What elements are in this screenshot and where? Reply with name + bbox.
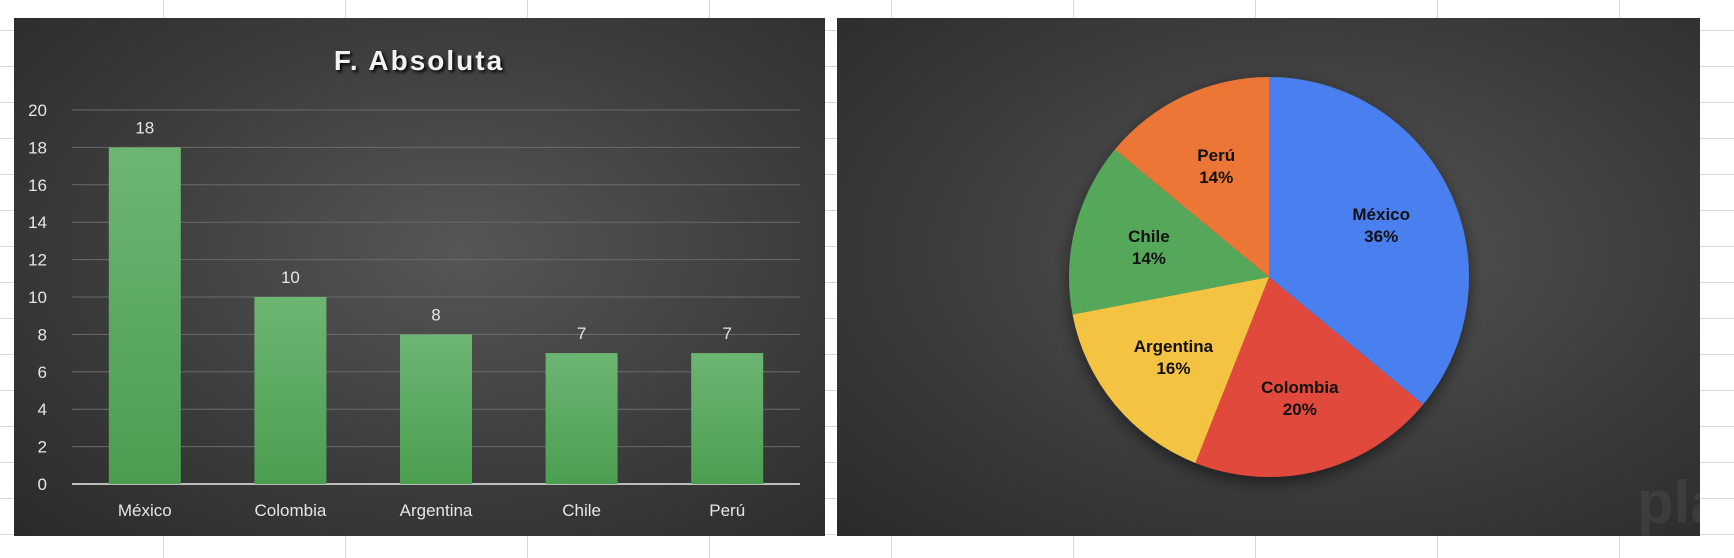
data-label: 8: [431, 305, 440, 324]
x-tick-label: México: [118, 501, 172, 520]
bar-chart: F. Absoluta 0 2 4 6 8 10 12 14 16 18 20 18 México 10 Co…: [28, 45, 800, 520]
data-label: 7: [722, 324, 731, 343]
y-tick-label: 4: [38, 400, 47, 419]
x-tick-label: Chile: [562, 501, 601, 520]
y-tick-label: 0: [38, 475, 47, 494]
pie-slice-méxico: [1269, 77, 1469, 405]
y-tick-label: 18: [28, 138, 47, 157]
y-tick-label: 20: [28, 101, 47, 120]
y-tick-label: 2: [38, 438, 47, 457]
x-tick-label: Colombia: [254, 501, 326, 520]
legend-key-icon: [1091, 231, 1099, 239]
chart-title: F. Absoluta: [334, 45, 504, 76]
x-tick-label: Perú: [709, 501, 745, 520]
y-tick-label: 6: [38, 363, 47, 382]
y-tick-label: 8: [38, 325, 47, 344]
pie-chart: México 36% Colombia 20% Argentina 16% Chile 14%…: [1069, 77, 1700, 536]
data-label: 10: [281, 268, 300, 287]
y-tick-label: 16: [28, 176, 47, 195]
slice-category-label: Perú: [1197, 146, 1235, 165]
pie-slice-perú: [1114, 77, 1269, 277]
slice-percent-label: 20%: [1283, 400, 1317, 419]
pie-chart-panel[interactable]: México 36% Colombia 20% Argentina 16% Chile 14%…: [837, 18, 1700, 536]
slice-category-label: Chile: [1128, 227, 1170, 246]
bar-chart-panel[interactable]: F. Absoluta 0 2 4 6 8 10 12 14 16 18 20 18 México 10 Co…: [14, 18, 825, 536]
legend-key-icon: [1104, 341, 1112, 349]
legend-key-icon: [1233, 382, 1241, 390]
bar-méxico: [108, 147, 181, 484]
pie-slice-argentina: [1072, 277, 1269, 463]
bar-chile: [545, 353, 618, 484]
slice-percent-label: 36%: [1364, 227, 1398, 246]
slice-category-label: México: [1352, 205, 1410, 224]
slice-percent-label: 16%: [1156, 359, 1190, 378]
pie-slice-chile: [1069, 149, 1269, 315]
data-label: 18: [135, 118, 154, 137]
slice-category-label: Argentina: [1134, 337, 1214, 356]
data-label: 7: [577, 324, 586, 343]
legend-key-icon: [1162, 149, 1170, 157]
bar-colombia: [254, 297, 327, 484]
pie-slices: [1069, 77, 1469, 477]
slice-category-label: Colombia: [1261, 378, 1339, 397]
y-tick-label: 14: [28, 213, 47, 232]
pie-slice-colombia: [1195, 277, 1424, 477]
x-tick-label: Argentina: [400, 501, 473, 520]
watermark: platzi: [1637, 469, 1700, 536]
legend-key-icon: [1321, 209, 1329, 217]
y-tick-label: 12: [28, 251, 47, 270]
slice-percent-label: 14%: [1132, 249, 1166, 268]
y-tick-label: 10: [28, 288, 47, 307]
bar-perú: [691, 353, 764, 484]
slice-percent-label: 14%: [1199, 168, 1233, 187]
bar-argentina: [400, 334, 472, 484]
